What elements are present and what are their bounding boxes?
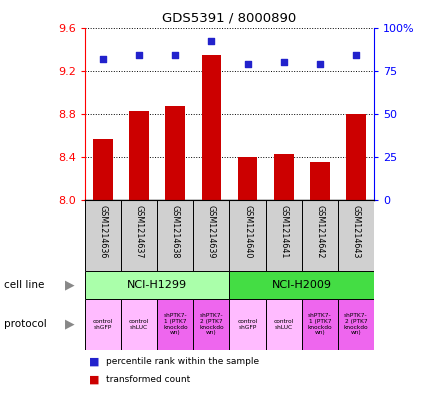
Point [208,38,215,44]
Bar [266,200,302,271]
Text: shPTK7-
1 (PTK7
knockdo
wn): shPTK7- 1 (PTK7 knockdo wn) [308,313,332,335]
Text: control
shGFP: control shGFP [238,319,258,330]
Bar [266,299,302,350]
Text: GSM1214642: GSM1214642 [315,206,324,259]
Text: shPTK7-
2 (PTK7
knockdo
wn): shPTK7- 2 (PTK7 knockdo wn) [199,313,224,335]
Point [136,52,142,58]
Bar [157,200,193,271]
Bar [165,107,185,200]
Bar [157,299,193,350]
Text: NCI-H2009: NCI-H2009 [272,280,332,290]
Bar [93,139,113,200]
Point [280,59,287,65]
Text: control
shLUC: control shLUC [274,319,294,330]
Text: GSM1214640: GSM1214640 [243,206,252,259]
Bar [121,299,157,350]
Point [352,52,359,58]
Text: GSM1214636: GSM1214636 [99,206,108,259]
Text: control
shLUC: control shLUC [129,319,149,330]
Text: NCI-H1299: NCI-H1299 [127,280,187,290]
Text: ▶: ▶ [65,318,75,331]
Bar [129,111,149,200]
Text: GSM1214643: GSM1214643 [351,206,360,259]
Bar [230,271,374,299]
Point [244,61,251,67]
Bar [230,299,266,350]
Point [316,61,323,67]
Text: percentile rank within the sample: percentile rank within the sample [106,357,259,366]
Text: ■: ■ [89,356,100,367]
Bar [338,200,374,271]
Bar [193,200,230,271]
Point [172,52,178,58]
Bar [85,271,230,299]
Bar [85,200,121,271]
Bar [85,299,121,350]
Text: GSM1214638: GSM1214638 [171,206,180,259]
Bar [302,200,338,271]
Text: ▶: ▶ [65,278,75,292]
Text: ■: ■ [89,374,100,384]
Text: cell line: cell line [4,280,45,290]
Text: control
shGFP: control shGFP [93,319,113,330]
Bar [310,162,330,200]
Bar [302,299,338,350]
Text: transformed count: transformed count [106,375,190,384]
Title: GDS5391 / 8000890: GDS5391 / 8000890 [162,12,297,25]
Bar [274,154,294,200]
Bar [121,200,157,271]
Text: shPTK7-
2 (PTK7
knockdo
wn): shPTK7- 2 (PTK7 knockdo wn) [344,313,368,335]
Bar [230,200,266,271]
Point [99,55,106,62]
Text: protocol: protocol [4,319,47,329]
Text: GSM1214637: GSM1214637 [135,206,144,259]
Text: GSM1214639: GSM1214639 [207,206,216,259]
Bar [238,157,258,200]
Bar [338,299,374,350]
Bar [193,299,230,350]
Bar [346,114,366,200]
Text: shPTK7-
1 (PTK7
knockdo
wn): shPTK7- 1 (PTK7 knockdo wn) [163,313,187,335]
Text: GSM1214641: GSM1214641 [279,206,288,259]
Bar [201,55,221,200]
